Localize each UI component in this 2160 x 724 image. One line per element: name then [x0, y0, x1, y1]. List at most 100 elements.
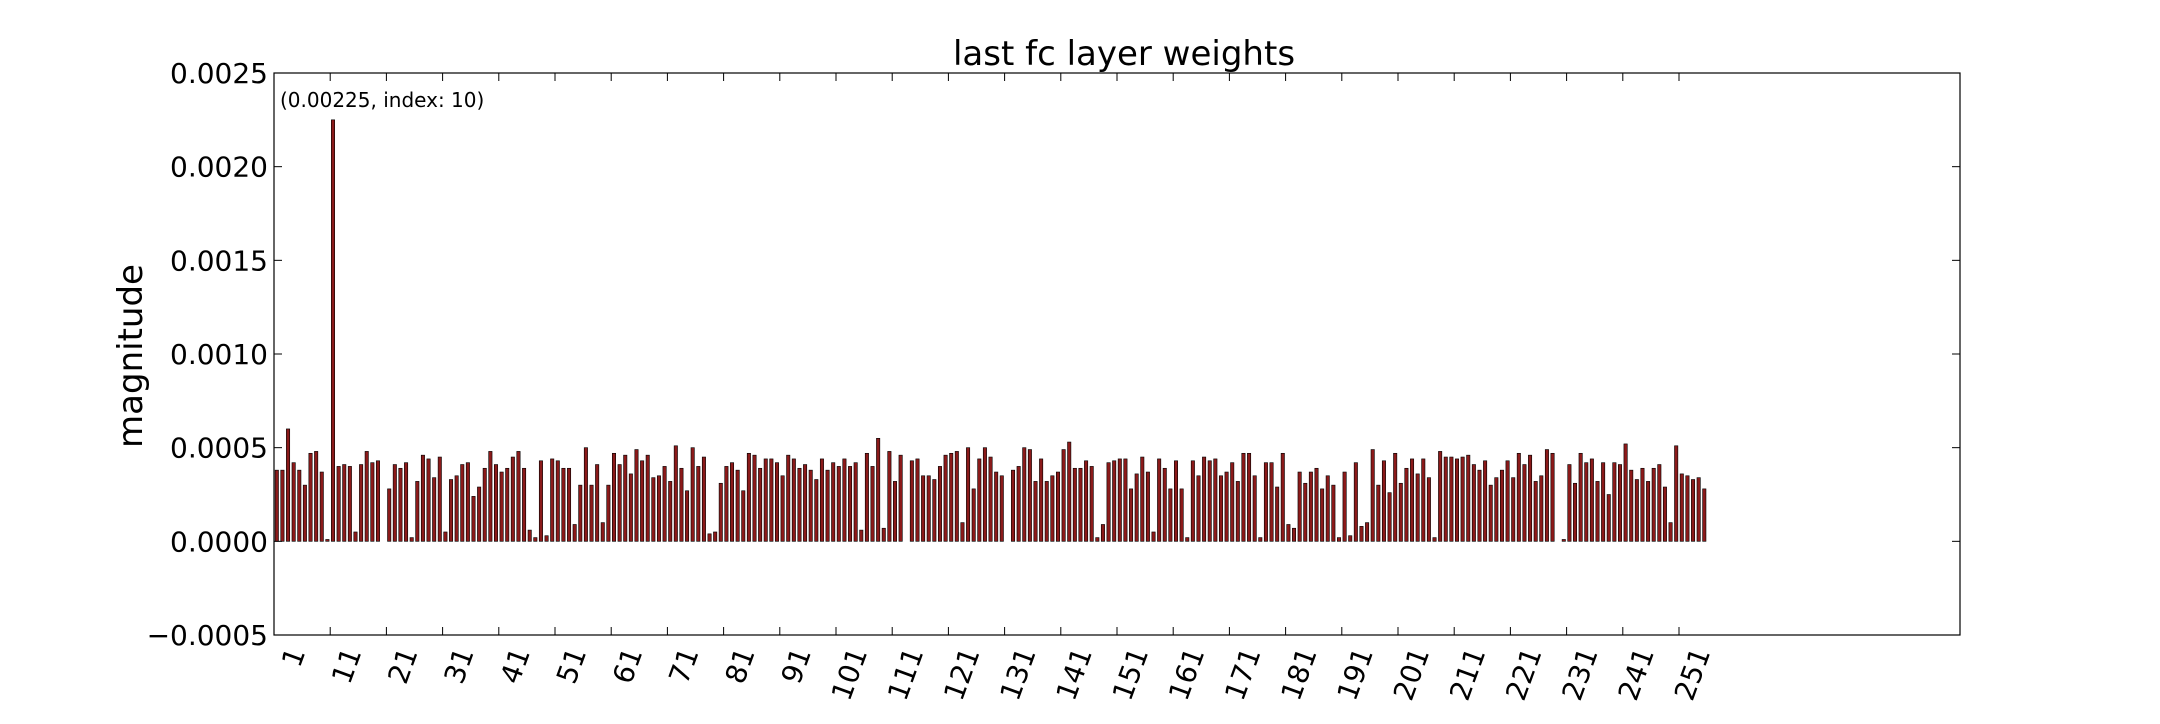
bar: [325, 539, 330, 542]
bar: [1533, 481, 1538, 542]
bar: [1455, 458, 1459, 542]
bar: [859, 529, 864, 542]
bar: [1528, 454, 1533, 542]
bar: [1039, 458, 1044, 542]
x-tick-label: 71: [662, 643, 705, 688]
bar: [977, 458, 982, 542]
x-tick-label: 91: [775, 643, 818, 688]
bar: [398, 467, 403, 542]
bar: [359, 464, 364, 542]
bar: [842, 458, 847, 542]
bar: [1230, 462, 1235, 542]
bar: [1213, 458, 1218, 542]
bar: [1404, 467, 1409, 542]
bar: [1123, 458, 1128, 542]
bar: [522, 467, 527, 542]
bar: [342, 464, 347, 542]
bar: [516, 451, 521, 542]
bar: [1337, 537, 1341, 542]
bar: [640, 460, 645, 542]
bar: [1460, 456, 1465, 542]
bar: [1100, 524, 1105, 542]
bar: [1685, 475, 1690, 542]
bar: [758, 467, 763, 542]
bar: [690, 447, 695, 542]
bar: [1280, 452, 1285, 542]
x-tick-label: 221: [1499, 643, 1548, 705]
bar: [364, 451, 369, 542]
plot-frame: [273, 72, 1961, 636]
x-tick-label: 251: [1668, 643, 1717, 705]
bar: [1544, 449, 1549, 542]
bar: [550, 458, 555, 542]
bar: [628, 473, 633, 542]
y-tick-label: 0.0025: [170, 57, 268, 90]
bar: [1050, 475, 1055, 542]
bar: [1567, 464, 1572, 542]
bar: [527, 529, 532, 542]
bar: [1061, 449, 1066, 542]
bar: [1359, 526, 1364, 542]
bar: [1331, 484, 1336, 542]
bar: [730, 462, 735, 542]
x-tick-label: 31: [438, 643, 481, 688]
bar: [853, 462, 858, 542]
bar: [786, 454, 791, 542]
bar: [724, 466, 729, 542]
bar: [1247, 452, 1252, 542]
bar: [1241, 452, 1246, 542]
bar: [1662, 486, 1667, 542]
bar: [1168, 488, 1173, 542]
bar: [623, 454, 628, 542]
bar: [1022, 447, 1027, 542]
bar: [617, 464, 622, 542]
x-tick-label: 1: [275, 643, 312, 671]
bar: [482, 467, 487, 542]
bar: [825, 469, 830, 542]
bar: [1561, 539, 1566, 542]
bar: [375, 460, 380, 542]
x-tick-label: 241: [1612, 643, 1661, 705]
bar: [353, 531, 358, 542]
y-tick-label: 0.0020: [170, 151, 268, 184]
bar: [392, 464, 397, 542]
bar: [1027, 449, 1032, 542]
bar: [1387, 492, 1392, 542]
bar: [589, 484, 594, 542]
axes-layer: −0.0005 0.0000 0.0005 0.0010 0.0015 0.0020 0.0…: [147, 57, 1961, 705]
bar: [803, 464, 808, 542]
chart-title: last fc layer weights: [953, 34, 1295, 74]
bar: [280, 469, 285, 542]
x-tick-label: 51: [550, 643, 593, 688]
bar: [696, 466, 701, 542]
bar: [1112, 460, 1117, 542]
bar: [685, 490, 690, 542]
bar: [1342, 471, 1347, 542]
bar: [960, 522, 965, 542]
bar: [600, 522, 605, 542]
bar: [791, 458, 796, 542]
bar: [954, 451, 959, 542]
bar: [1550, 452, 1555, 542]
bar: [1483, 460, 1488, 542]
bar: [1606, 494, 1611, 542]
x-tick-label: 231: [1555, 643, 1604, 705]
bar: [898, 454, 903, 542]
y-axis-label: magnitude: [111, 264, 151, 448]
bar: [645, 454, 650, 542]
bar: [679, 467, 684, 542]
bar: [746, 452, 751, 542]
bar: [1174, 460, 1178, 542]
y-tick-label: 0.0015: [170, 244, 268, 277]
bar: [555, 460, 560, 542]
bar: [544, 535, 549, 542]
bar: [971, 488, 976, 542]
bar: [769, 458, 774, 542]
bar: [1286, 524, 1291, 542]
bar: [1370, 449, 1375, 542]
bar: [302, 484, 307, 542]
bar: [1145, 471, 1150, 542]
x-tick-label: 151: [1106, 643, 1155, 705]
bar: [909, 460, 914, 542]
bar: [1421, 458, 1426, 542]
